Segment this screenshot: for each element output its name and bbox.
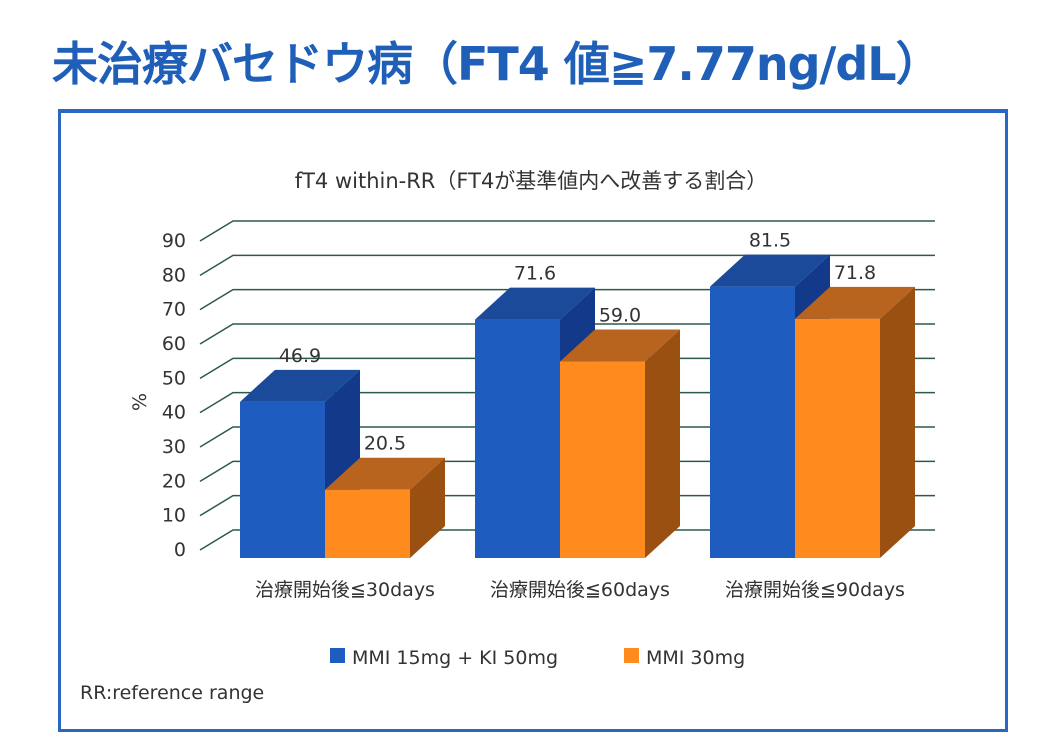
y-tick-label: 0	[174, 539, 186, 561]
x-tick-label: 治療開始後≦90days	[725, 579, 905, 601]
gridline	[199, 323, 935, 345]
chart-frame	[58, 109, 1008, 732]
data-label: 59.0	[599, 305, 641, 327]
y-tick-label: 40	[162, 402, 186, 424]
bar	[325, 489, 410, 558]
gridline	[199, 357, 935, 379]
x-tick-label: 治療開始後≦30days	[255, 579, 435, 601]
data-label: 46.9	[279, 345, 321, 367]
y-tick-label: 20	[162, 470, 186, 492]
bar-side	[645, 329, 680, 558]
footnote: RR:reference range	[80, 682, 265, 704]
gridline	[199, 426, 935, 448]
y-tick-label: 70	[162, 299, 186, 321]
gridline	[199, 288, 935, 311]
y-tick-label: 30	[162, 436, 186, 458]
data-label: 20.5	[364, 433, 406, 455]
y-tick-label: 90	[162, 230, 186, 252]
bar-top	[795, 286, 915, 319]
data-label: 71.6	[514, 263, 556, 285]
bar-top	[240, 369, 360, 402]
bar	[710, 286, 795, 558]
y-tick-label: 80	[162, 264, 186, 286]
y-tick-label: 10	[162, 505, 186, 527]
bar-side	[410, 457, 445, 558]
gridline	[199, 460, 935, 482]
legend-swatch	[330, 648, 345, 663]
bar-top	[710, 254, 830, 287]
page-title: 未治療バセドウ病（FT4 値≧7.77ng/dL）	[52, 37, 942, 91]
gridline	[199, 529, 935, 551]
legend-swatch	[624, 648, 639, 663]
data-label: 81.5	[749, 230, 791, 252]
bar-top	[325, 457, 445, 490]
bar	[795, 318, 880, 558]
bar	[560, 361, 645, 558]
x-tick-label: 治療開始後≦60days	[490, 579, 670, 601]
gridline	[199, 494, 935, 517]
bar	[240, 401, 325, 558]
gridline	[199, 220, 935, 242]
bar-side	[880, 286, 915, 558]
bar-top	[560, 329, 680, 362]
gridline	[199, 391, 935, 414]
y-tick-label: 60	[162, 333, 186, 355]
bar-top	[475, 287, 595, 320]
y-tick-label: 50	[162, 367, 186, 389]
chart-title: fT4 within-RR（FT4が基準値内へ改善する割合）	[295, 169, 768, 193]
data-label: 71.8	[834, 262, 876, 284]
legend-label: MMI 30mg	[646, 647, 745, 669]
y-axis-label: %	[129, 393, 151, 411]
gridline	[199, 254, 935, 276]
legend-label: MMI 15mg + KI 50mg	[352, 647, 558, 669]
bar	[475, 319, 560, 558]
